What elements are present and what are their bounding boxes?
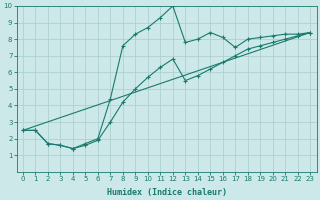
X-axis label: Humidex (Indice chaleur): Humidex (Indice chaleur): [107, 188, 227, 197]
